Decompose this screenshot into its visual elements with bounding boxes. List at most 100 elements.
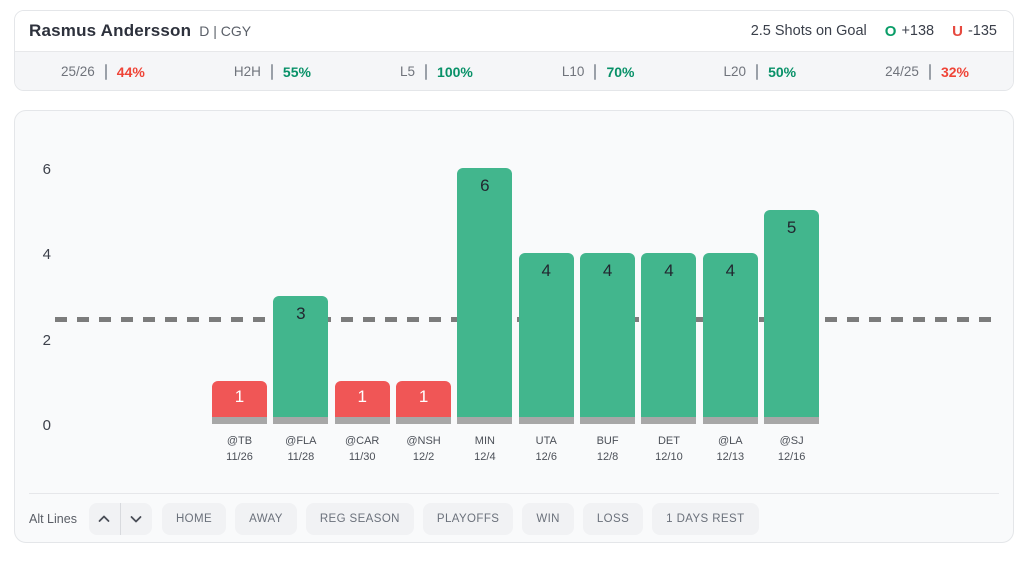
bar-base-strip: [580, 417, 636, 424]
bar-value-label: 4: [664, 261, 674, 280]
bar-base-strip: [273, 417, 329, 424]
split-24-25[interactable]: 24/25 32%: [885, 63, 969, 80]
split-value: 55%: [282, 63, 311, 80]
bar-uta-12-6[interactable]: 4: [518, 253, 574, 424]
bar-base-strip: [212, 417, 267, 424]
date-label: 12/6: [535, 451, 557, 463]
split-value: 44%: [116, 63, 145, 80]
under-odds-button[interactable]: U -135: [952, 23, 997, 40]
date-label: 11/30: [348, 451, 376, 463]
date-label: 12/2: [412, 451, 435, 463]
split-25-26[interactable]: 25/26 44%: [61, 63, 145, 80]
bar-base-strip: [641, 417, 697, 424]
filter-button-1-days-rest[interactable]: 1 DAYS REST: [652, 503, 759, 535]
filter-button-playoffs[interactable]: PLAYOFFS: [422, 503, 514, 535]
y-axis-tick-2: 2: [42, 331, 51, 349]
split-divider: [425, 63, 428, 80]
bar-buf-12-8[interactable]: 4: [580, 253, 636, 424]
bar-value-label: 1: [234, 387, 245, 407]
opponent-label: BUF: [596, 435, 619, 447]
y-axis-tick-4: 4: [42, 246, 51, 263]
prop-and-odds: 2.5 Shots on Goal O +138 U -135: [751, 23, 997, 40]
chevron-down-icon: [131, 516, 142, 523]
player-name: Rasmus Andersson: [29, 21, 192, 40]
bar-at-car-11-30[interactable]: 1: [334, 381, 390, 424]
opponent-label: UTA: [535, 435, 557, 447]
split-label: 25/26: [61, 64, 95, 79]
under-odds-value: -135: [967, 23, 997, 39]
x-axis-label: @NSH 12/2: [396, 433, 451, 465]
date-label: 12/4: [474, 451, 496, 463]
bar-base-strip: [334, 417, 390, 424]
filter-button-loss[interactable]: LOSS: [582, 503, 644, 535]
player-header-card: Rasmus Andersson D | CGY 2.5 Shots on Go…: [14, 10, 1014, 91]
x-axis-label: BUF 12/8: [580, 433, 635, 465]
bar-at-sj-12-16[interactable]: 5: [764, 210, 820, 424]
filter-button-win[interactable]: WIN: [522, 503, 574, 535]
filter-button-away[interactable]: AWAY: [235, 503, 297, 535]
bar-min-12-4[interactable]: 6: [457, 167, 513, 424]
bar-base-strip: [457, 417, 513, 424]
split-value: 50%: [768, 63, 797, 80]
bar-at-nsh-12-2[interactable]: 1: [396, 381, 452, 424]
filter-button-home[interactable]: HOME: [161, 503, 227, 535]
x-axis-label: @LA 12/13: [703, 433, 758, 465]
split-label: 24/25: [885, 64, 919, 79]
over-indicator: O: [884, 22, 897, 40]
bar-base-strip: [396, 417, 452, 424]
split-value: 100%: [437, 63, 473, 80]
under-indicator: U: [952, 22, 963, 40]
split-divider: [928, 63, 931, 80]
opponent-label: @LA: [717, 435, 743, 447]
chart-filter-toolbar: Alt Lines HOME AWAY REG SEASON PLAYOFFS WIN L…: [29, 503, 999, 535]
bar-at-tb-11-26[interactable]: 1: [212, 381, 267, 424]
alt-line-up-button[interactable]: [89, 503, 120, 535]
opponent-label: MIN: [474, 435, 495, 447]
split-l20[interactable]: L20 50%: [723, 63, 797, 80]
alt-lines-stepper: [88, 503, 152, 535]
split-label: H2H: [233, 64, 261, 79]
date-label: 12/13: [716, 451, 745, 463]
bar-at-la-12-13[interactable]: 4: [702, 253, 758, 424]
player-position-team: D | CGY: [199, 23, 252, 39]
bar-value-label: 1: [418, 387, 429, 407]
bar-value-label: 6: [480, 175, 490, 195]
bar-value-label: 4: [602, 261, 613, 280]
alt-lines-label: Alt Lines: [29, 512, 77, 526]
y-axis-tick-6: 6: [42, 160, 51, 178]
split-value: 70%: [606, 63, 635, 80]
bar-at-fla-11-28[interactable]: 3: [273, 295, 329, 424]
date-label: 11/28: [287, 451, 315, 463]
split-l5[interactable]: L5 100%: [400, 63, 473, 80]
split-h2h[interactable]: H2H 55%: [233, 63, 311, 80]
x-axis-label: DET 12/10: [641, 433, 696, 465]
bar-det-12-10[interactable]: 4: [641, 253, 697, 424]
split-l10[interactable]: L10 70%: [562, 63, 635, 80]
bar-value-label: 1: [357, 387, 367, 407]
prop-label: 2.5 Shots on Goal: [750, 23, 867, 39]
x-axis-label: UTA 12/6: [519, 433, 574, 465]
bar-value-label: 4: [725, 261, 736, 280]
bar-value-label: 4: [541, 261, 551, 280]
x-axis-label: MIN 12/4: [457, 433, 512, 465]
date-label: 12/16: [777, 451, 806, 463]
player-identity: Rasmus Andersson D | CGY: [29, 21, 251, 41]
split-divider: [270, 63, 273, 80]
x-axis-label: @FLA 11/28: [273, 433, 328, 465]
y-axis-tick-0: 0: [42, 417, 51, 434]
split-divider: [756, 63, 759, 80]
chevron-up-icon: [99, 515, 110, 522]
shots-bar-chart-card: Alt Lines HOME AWAY REG SEASON PLAYOFFS WIN L…: [14, 110, 1014, 543]
opponent-label: @CAR: [344, 435, 380, 447]
filter-button-reg-season[interactable]: REG SEASON: [305, 503, 414, 535]
split-divider: [104, 63, 107, 80]
over-odds-button[interactable]: O +138: [885, 23, 934, 40]
x-axis-label: @SJ 12/16: [764, 433, 819, 465]
hit-rate-splits-row: 25/26 44% H2H 55% L5 100% L10 70% L20 50% 24/25 32%: [15, 52, 1013, 90]
bar-value-label: 5: [786, 218, 797, 238]
player-name-row: Rasmus Andersson D | CGY 2.5 Shots on Go…: [15, 11, 1013, 52]
split-label: L20: [723, 64, 747, 79]
alt-line-down-button[interactable]: [121, 503, 152, 535]
opponent-label: DET: [657, 435, 680, 447]
stepper-separator: [119, 503, 121, 535]
